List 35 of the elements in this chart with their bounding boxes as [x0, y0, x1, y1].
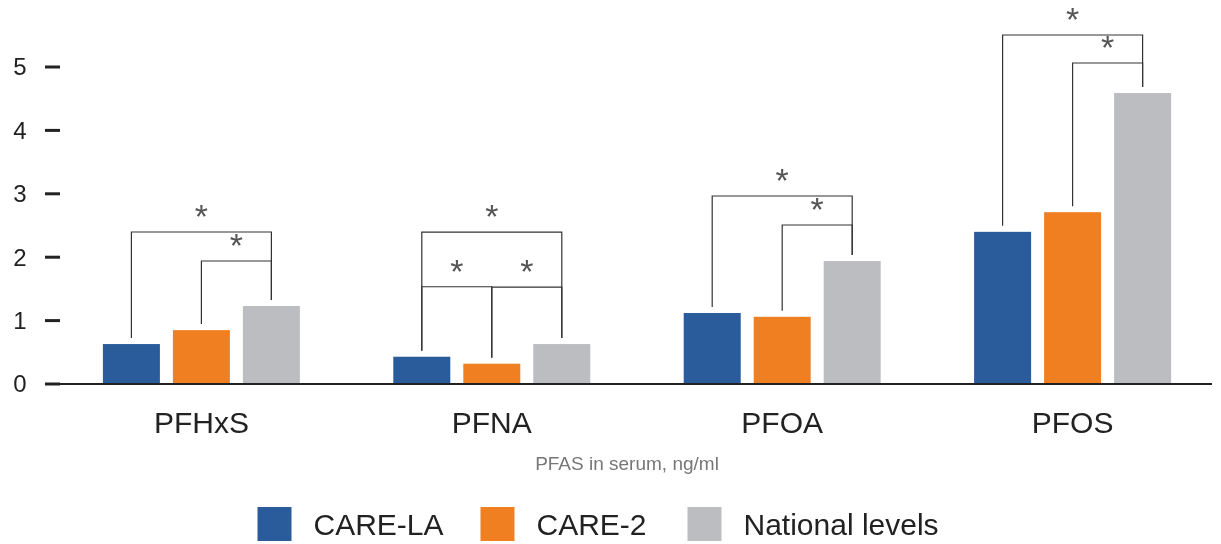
- bar: [1114, 92, 1172, 384]
- legend-label: CARE-LA: [313, 507, 444, 541]
- x-tick-label: PFNA: [451, 406, 532, 439]
- legend-label: CARE-2: [536, 507, 647, 541]
- bar: [393, 356, 451, 384]
- text: *: [1100, 27, 1115, 66]
- annotation: *: [194, 197, 209, 236]
- bar: [683, 312, 741, 384]
- annotation: *: [520, 252, 534, 291]
- annotation: *: [450, 251, 464, 290]
- y-tick-label: 2: [13, 243, 27, 271]
- y-tick-label: 4: [13, 116, 27, 144]
- bar: [974, 231, 1032, 384]
- annotation: *: [775, 161, 789, 199]
- annotation: *: [810, 190, 824, 228]
- x-tick-label: PFHxS: [153, 406, 249, 439]
- bar: [102, 344, 160, 384]
- bar: [753, 316, 811, 384]
- bar: [1044, 212, 1102, 384]
- bar: [172, 330, 230, 384]
- bar: [463, 363, 521, 384]
- y-tick-label: 0: [13, 370, 27, 398]
- x-axis-title: PFAS in serum, ng/ml: [535, 453, 719, 474]
- y-tick-label: 1: [13, 307, 27, 334]
- legend-label: National levels: [743, 507, 939, 541]
- bar: [533, 344, 591, 384]
- x-tick-label: PFOA: [741, 406, 824, 439]
- text: *: [1065, 0, 1080, 38]
- annotation: *: [229, 226, 244, 265]
- x-tick-label: PFOS: [1031, 406, 1114, 439]
- annotation: *: [485, 197, 499, 236]
- y-tick-label: 3: [13, 180, 27, 208]
- y-tick-label: 5: [13, 53, 27, 81]
- bar: [823, 261, 881, 384]
- bar: [242, 306, 300, 384]
